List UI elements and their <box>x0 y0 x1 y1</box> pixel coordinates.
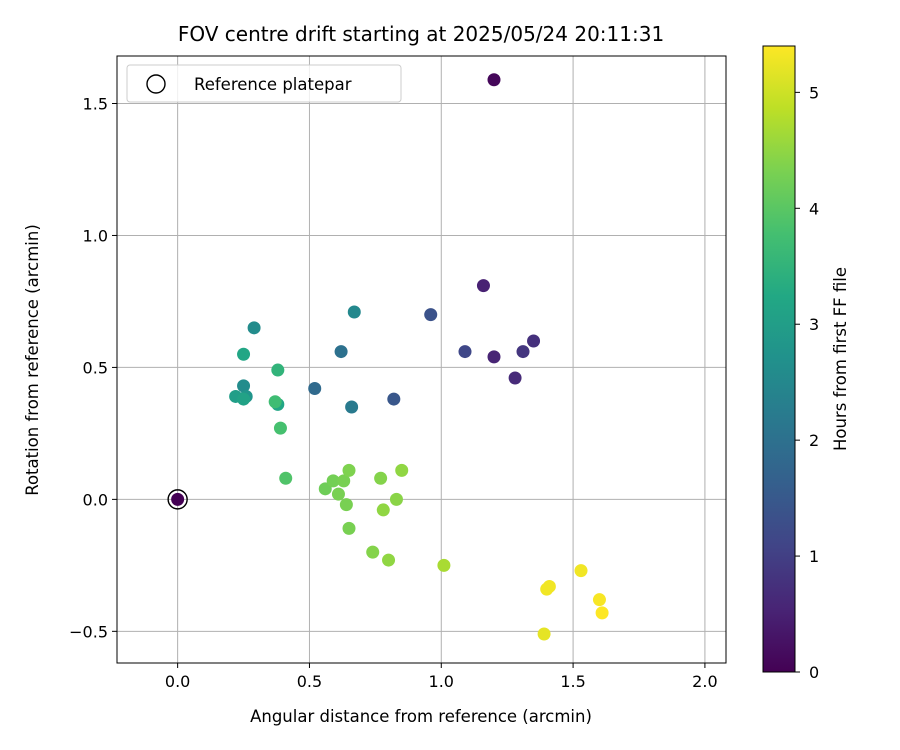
scatter-point <box>527 334 541 348</box>
scatter-point <box>487 350 501 364</box>
legend-label: Reference platepar <box>194 75 352 94</box>
colorbar-label: Hours from first FF file <box>831 267 850 451</box>
scatter-point <box>389 492 403 506</box>
scatter-point <box>171 492 185 506</box>
scatter-point <box>331 487 345 501</box>
scatter-point <box>595 606 609 620</box>
scatter-point <box>516 345 530 359</box>
scatter-point <box>318 482 332 496</box>
y-tick-label: −0.5 <box>69 622 108 641</box>
colorbar-tick-label: 3 <box>809 315 819 334</box>
scatter-point <box>339 498 353 512</box>
colorbar-tick-label: 2 <box>809 431 819 450</box>
scatter-point <box>487 73 501 87</box>
legend-box <box>126 64 402 103</box>
scatter-point <box>268 395 282 409</box>
y-axis-label: Rotation from reference (arcmin) <box>23 224 42 496</box>
scatter-point <box>342 463 356 477</box>
y-tick-label: 1.5 <box>83 95 108 114</box>
scatter-point <box>508 371 522 385</box>
scatter-point <box>342 521 356 535</box>
scatter-point <box>542 579 556 593</box>
grid <box>117 56 726 663</box>
scatter-point <box>271 363 285 377</box>
y-axis-ticks: −0.5 0.0 0.5 1.0 1.5 <box>69 95 117 641</box>
plot-frame <box>116 55 727 664</box>
colorbar-tick-label: 5 <box>809 83 819 102</box>
scatter-point <box>574 564 588 578</box>
scatter-point <box>237 379 251 393</box>
scatter-point <box>347 305 361 319</box>
y-tick-label: 0.5 <box>83 358 108 377</box>
scatter-point <box>437 558 451 572</box>
reference-platepar-marker <box>167 489 188 510</box>
colorbar-gradient <box>762 45 796 673</box>
scatter-point <box>537 627 551 641</box>
x-tick-label: 0.5 <box>297 672 322 691</box>
y-tick-label: 0.0 <box>83 490 108 509</box>
x-tick-label: 1.0 <box>429 672 454 691</box>
scatter-point <box>374 471 388 485</box>
scatter-point <box>279 471 293 485</box>
scatter-point <box>424 308 438 322</box>
scatter-point <box>334 345 348 359</box>
colorbar-tick-label: 1 <box>809 547 819 566</box>
scatter-point <box>308 382 322 396</box>
scatter-point <box>237 347 251 361</box>
x-tick-label: 0.0 <box>165 672 190 691</box>
scatter-point <box>387 392 401 406</box>
x-axis-ticks: 0.0 0.5 1.0 1.5 2.0 <box>165 663 718 691</box>
scatter-point <box>337 474 351 488</box>
chart-title: FOV centre drift starting at 2025/05/24 … <box>178 22 664 46</box>
colorbar-ticks: 0 1 2 3 4 5 <box>795 83 819 682</box>
reference-marker-layer <box>167 489 188 510</box>
scatter-point <box>395 463 409 477</box>
scatter-points <box>171 73 609 641</box>
legend: Reference platepar <box>126 64 402 103</box>
colorbar: 0 1 2 3 4 5 Hours from first FF file <box>762 45 850 682</box>
colorbar-tick-label: 4 <box>809 199 819 218</box>
scatter-point <box>382 553 396 567</box>
scatter-point <box>376 503 390 517</box>
scatter-point <box>476 279 490 293</box>
scatter-point <box>273 421 287 435</box>
x-axis-label: Angular distance from reference (arcmin) <box>250 707 592 726</box>
x-tick-label: 1.5 <box>560 672 585 691</box>
scatter-point <box>345 400 359 414</box>
legend-marker <box>146 74 166 94</box>
scatter-point <box>247 321 261 335</box>
y-tick-label: 1.0 <box>83 226 108 245</box>
scatter-point <box>237 392 251 406</box>
x-tick-label: 2.0 <box>692 672 717 691</box>
colorbar-tick-label: 0 <box>809 663 819 682</box>
scatter-point <box>366 545 380 559</box>
scatter-point <box>326 474 340 488</box>
scatter-point <box>592 593 606 607</box>
scatter-point <box>458 345 472 359</box>
